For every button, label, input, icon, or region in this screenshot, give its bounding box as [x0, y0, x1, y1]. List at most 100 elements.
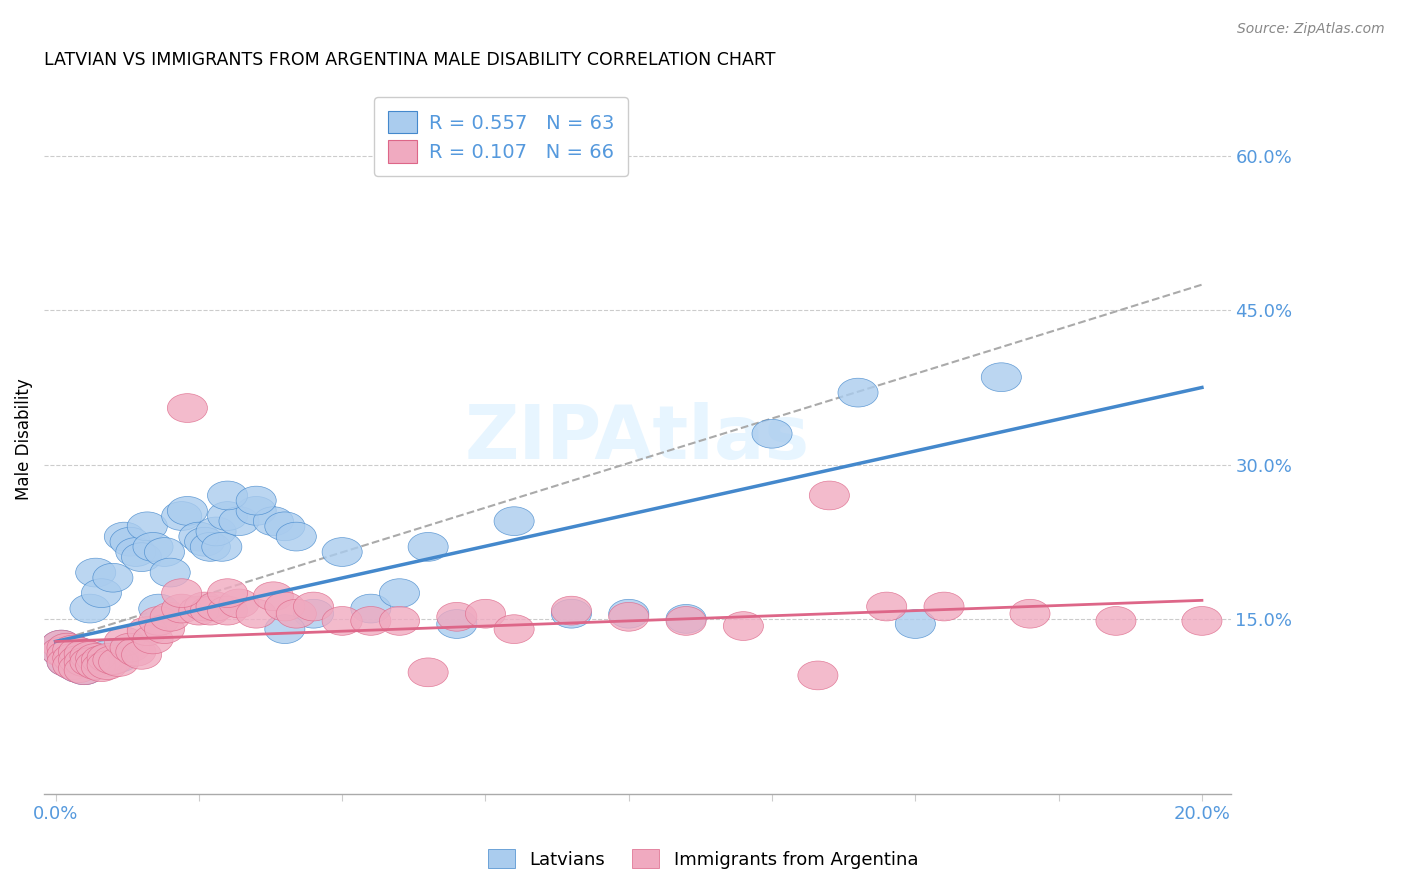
Ellipse shape — [666, 607, 706, 635]
Legend: Latvians, Immigrants from Argentina: Latvians, Immigrants from Argentina — [481, 842, 925, 876]
Ellipse shape — [322, 607, 363, 635]
Ellipse shape — [52, 651, 93, 680]
Ellipse shape — [150, 558, 190, 587]
Ellipse shape — [195, 592, 236, 621]
Ellipse shape — [70, 594, 110, 623]
Ellipse shape — [236, 486, 276, 515]
Ellipse shape — [437, 609, 477, 639]
Ellipse shape — [59, 646, 98, 674]
Ellipse shape — [41, 630, 82, 659]
Text: ZIPAtlas: ZIPAtlas — [465, 402, 810, 475]
Ellipse shape — [70, 643, 110, 673]
Ellipse shape — [41, 630, 82, 659]
Ellipse shape — [65, 656, 104, 685]
Ellipse shape — [408, 533, 449, 561]
Ellipse shape — [294, 592, 333, 621]
Y-axis label: Male Disability: Male Disability — [15, 378, 32, 500]
Ellipse shape — [208, 481, 247, 510]
Ellipse shape — [70, 648, 110, 676]
Ellipse shape — [264, 512, 305, 541]
Ellipse shape — [494, 507, 534, 535]
Ellipse shape — [1182, 607, 1222, 635]
Ellipse shape — [167, 393, 208, 423]
Ellipse shape — [76, 651, 115, 680]
Ellipse shape — [264, 592, 305, 621]
Ellipse shape — [52, 635, 93, 665]
Ellipse shape — [59, 654, 98, 682]
Ellipse shape — [134, 625, 173, 654]
Ellipse shape — [494, 615, 534, 643]
Ellipse shape — [52, 643, 93, 673]
Ellipse shape — [609, 599, 648, 628]
Ellipse shape — [46, 648, 87, 676]
Ellipse shape — [98, 648, 139, 676]
Ellipse shape — [110, 633, 150, 662]
Ellipse shape — [46, 640, 87, 669]
Ellipse shape — [184, 592, 225, 621]
Ellipse shape — [145, 615, 184, 643]
Ellipse shape — [167, 497, 208, 525]
Ellipse shape — [134, 533, 173, 561]
Ellipse shape — [104, 627, 145, 656]
Ellipse shape — [322, 538, 363, 566]
Ellipse shape — [276, 599, 316, 628]
Ellipse shape — [65, 648, 104, 676]
Ellipse shape — [87, 643, 127, 673]
Ellipse shape — [59, 646, 98, 674]
Ellipse shape — [65, 648, 104, 676]
Ellipse shape — [59, 654, 98, 682]
Ellipse shape — [46, 633, 87, 662]
Ellipse shape — [437, 602, 477, 632]
Ellipse shape — [115, 538, 156, 566]
Ellipse shape — [82, 646, 121, 674]
Ellipse shape — [236, 497, 276, 525]
Ellipse shape — [76, 646, 115, 674]
Ellipse shape — [350, 607, 391, 635]
Ellipse shape — [184, 527, 225, 556]
Ellipse shape — [59, 638, 98, 666]
Ellipse shape — [93, 564, 134, 592]
Ellipse shape — [65, 640, 104, 668]
Ellipse shape — [121, 542, 162, 572]
Ellipse shape — [127, 616, 167, 646]
Ellipse shape — [1095, 607, 1136, 635]
Ellipse shape — [93, 646, 134, 674]
Ellipse shape — [551, 599, 592, 628]
Ellipse shape — [752, 419, 792, 448]
Text: LATVIAN VS IMMIGRANTS FROM ARGENTINA MALE DISABILITY CORRELATION CHART: LATVIAN VS IMMIGRANTS FROM ARGENTINA MAL… — [44, 51, 776, 69]
Ellipse shape — [76, 558, 115, 587]
Ellipse shape — [162, 594, 201, 623]
Ellipse shape — [190, 596, 231, 625]
Ellipse shape — [121, 640, 162, 669]
Ellipse shape — [253, 582, 294, 611]
Ellipse shape — [723, 612, 763, 640]
Ellipse shape — [139, 607, 179, 635]
Ellipse shape — [82, 579, 121, 607]
Ellipse shape — [70, 641, 110, 670]
Ellipse shape — [150, 602, 190, 632]
Ellipse shape — [236, 599, 276, 628]
Ellipse shape — [810, 481, 849, 510]
Ellipse shape — [87, 640, 127, 669]
Ellipse shape — [208, 579, 247, 607]
Ellipse shape — [924, 592, 965, 621]
Ellipse shape — [896, 609, 935, 639]
Ellipse shape — [190, 533, 231, 561]
Ellipse shape — [1010, 599, 1050, 628]
Ellipse shape — [104, 522, 145, 551]
Ellipse shape — [52, 651, 93, 680]
Ellipse shape — [264, 615, 305, 643]
Ellipse shape — [52, 635, 93, 665]
Ellipse shape — [98, 643, 139, 673]
Ellipse shape — [82, 653, 121, 681]
Ellipse shape — [201, 533, 242, 561]
Ellipse shape — [179, 596, 219, 625]
Ellipse shape — [87, 648, 127, 676]
Ellipse shape — [52, 643, 93, 673]
Ellipse shape — [65, 640, 104, 668]
Ellipse shape — [350, 594, 391, 623]
Ellipse shape — [276, 522, 316, 551]
Ellipse shape — [41, 638, 82, 666]
Ellipse shape — [162, 579, 201, 607]
Ellipse shape — [46, 640, 87, 669]
